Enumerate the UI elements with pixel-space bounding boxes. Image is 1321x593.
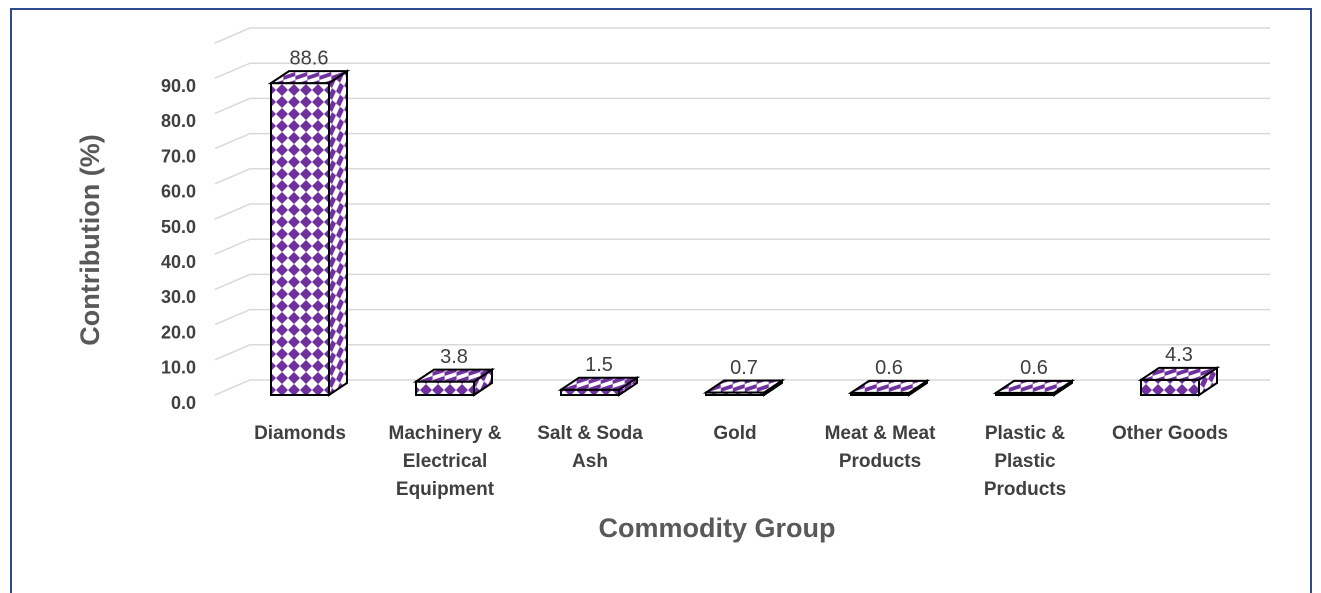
grid-line	[214, 344, 1270, 361]
bar-face	[267, 70, 351, 85]
y-tick-label: 10.0	[161, 358, 196, 378]
value-label: 3.8	[440, 346, 468, 368]
value-label: 0.7	[730, 357, 758, 379]
bar-face	[270, 82, 330, 397]
y-tick-label: 90.0	[161, 76, 196, 96]
bar-face	[702, 379, 786, 394]
x-axis-title: Commodity Group	[599, 513, 836, 543]
bar-face	[557, 376, 641, 391]
x-tick-label: Other Goods	[1111, 423, 1229, 444]
y-tick-label: 30.0	[161, 287, 196, 307]
grid-line	[214, 308, 1270, 326]
y-tick-label: 80.0	[161, 111, 196, 131]
x-tick-label: Plastic & Plastic Products	[983, 423, 1067, 500]
y-tick-label: 70.0	[161, 146, 196, 166]
value-label: 0.6	[1020, 357, 1048, 379]
grid-line	[214, 238, 1270, 255]
y-axis-title: Contribution (%)	[75, 134, 105, 345]
grid-line	[214, 97, 1270, 115]
value-label: 88.6	[290, 47, 329, 69]
bar	[267, 69, 351, 397]
bar-face	[1140, 378, 1200, 397]
grid-line	[214, 273, 1270, 291]
bar-face	[847, 379, 931, 394]
bar-face	[992, 379, 1076, 394]
bar-face	[328, 69, 348, 397]
x-tick-label: Gold	[713, 423, 757, 444]
y-tick-label: 20.0	[161, 322, 196, 342]
bar	[847, 379, 931, 397]
grid-line	[214, 168, 1270, 185]
bar	[1137, 365, 1221, 397]
bar	[702, 378, 786, 397]
bar-face	[1137, 366, 1221, 381]
y-tick-label: 40.0	[161, 252, 196, 272]
value-label: 4.3	[1165, 344, 1193, 366]
bar	[557, 375, 641, 397]
value-label: 1.5	[585, 354, 613, 376]
x-tick-label: Diamonds	[254, 423, 346, 444]
grid-line	[214, 132, 1270, 150]
x-tick-label: Salt & Soda Ash	[537, 423, 643, 472]
bar-face	[412, 368, 496, 383]
x-tick-label: Machinery & Electrical Equipment	[388, 423, 502, 500]
bar	[412, 367, 496, 397]
grid-line	[214, 27, 1270, 44]
grid-line	[214, 62, 1270, 79]
frame	[10, 8, 1312, 593]
grid-line	[214, 203, 1270, 220]
x-tick-label: Meat & Meat Products	[824, 423, 936, 472]
y-tick-label: 50.0	[161, 217, 196, 237]
bar-face	[415, 380, 475, 396]
bar	[992, 379, 1076, 397]
y-tick-label: 0.0	[171, 393, 196, 413]
value-label: 0.6	[875, 357, 903, 379]
y-tick-label: 60.0	[161, 182, 196, 202]
